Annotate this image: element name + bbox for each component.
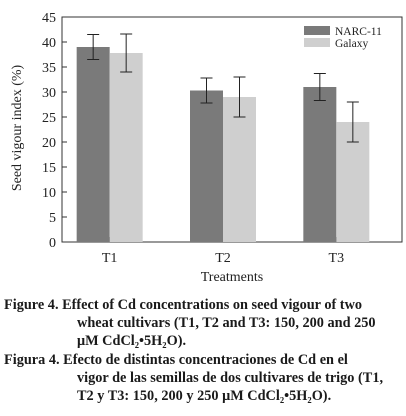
y-tick-label: 10 <box>42 186 56 201</box>
caption-line: μM CdCl₂•5H₂O). <box>77 333 187 349</box>
bar <box>190 90 223 242</box>
bar <box>223 97 256 242</box>
caption-line: vigor de las semillas de dos cultivares … <box>77 370 384 386</box>
y-tick-label: 25 <box>42 111 56 126</box>
x-tick-label: T1 <box>102 251 118 266</box>
legend-swatch <box>304 38 330 47</box>
bar <box>76 47 110 242</box>
y-tick-label: 0 <box>49 236 56 251</box>
x-axis: T1 T2 T3 <box>102 237 344 266</box>
caption-line: T2 y T3: 150, 200 y 250 μM CdCl₂•5H₂O). <box>77 388 332 404</box>
legend-swatch <box>304 26 330 35</box>
y-axis-title: Seed vigour index (%) <box>10 64 25 191</box>
y-tick-label: 40 <box>42 36 56 51</box>
caption-line: Figura 4. Efecto de distintas concentrac… <box>4 352 348 368</box>
y-tick-label: 30 <box>42 86 56 101</box>
x-axis-title: Treatments <box>201 270 263 285</box>
y-tick-label: 45 <box>42 11 56 26</box>
legend-label: NARC-11 <box>335 26 382 38</box>
figure-caption-english: Figure 4. Effect of Cd concentrations on… <box>4 296 402 350</box>
y-tick-label: 15 <box>42 161 56 176</box>
y-tick-label: 20 <box>42 136 56 151</box>
caption-line: Figure 4. Effect of Cd concentrations on… <box>4 297 363 313</box>
bar <box>109 53 143 242</box>
figure-caption-spanish: Figura 4. Efecto de distintas concentrac… <box>4 351 402 405</box>
error-bars <box>87 33 359 143</box>
legend-label: Galaxy <box>335 38 368 50</box>
x-tick-label: T2 <box>215 251 231 266</box>
bars <box>76 47 370 242</box>
caption-line: wheat cultivars (T1, T2 and T3: 150, 200… <box>77 315 376 331</box>
bar <box>303 87 337 242</box>
x-tick-label: T3 <box>329 251 345 266</box>
y-tick-label: 35 <box>42 61 56 76</box>
y-tick-label: 5 <box>49 211 56 226</box>
y-axis: 0 5 10 15 20 25 30 35 40 45 <box>42 11 67 251</box>
